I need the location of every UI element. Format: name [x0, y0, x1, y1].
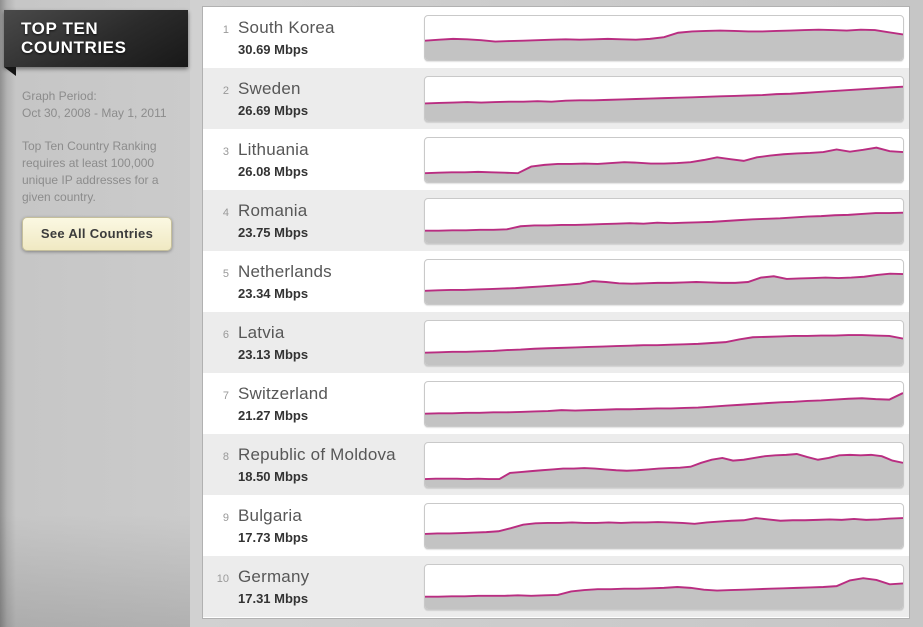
sparkline-chart [424, 441, 904, 488]
rank-number: 1 [222, 24, 229, 36]
country-row[interactable]: 6 Latvia 23.13 Mbps [203, 312, 909, 373]
country-speed: 23.34 Mbps [238, 286, 309, 301]
country-meta: 3 Lithuania 26.08 Mbps [212, 140, 309, 179]
sidebar-header: TOP TEN COUNTRIES [4, 10, 188, 67]
rank-number: 5 [222, 268, 229, 280]
rank-number: 7 [222, 390, 229, 402]
see-all-countries-button[interactable]: See All Countries [22, 217, 172, 251]
sparkline-svg [425, 85, 903, 121]
rank-number: 8 [222, 451, 229, 463]
rank-number: 9 [222, 512, 229, 524]
country-speed: 26.08 Mbps [238, 164, 309, 179]
country-speed: 21.27 Mbps [238, 408, 309, 423]
sparkline-chart [424, 258, 904, 305]
country-row[interactable]: 8 Republic of Moldova 18.50 Mbps [203, 434, 909, 495]
country-list-panel: 1 South Korea 30.69 Mbps 2 Sweden 26.69 … [202, 6, 910, 619]
sparkline-chart [424, 197, 904, 244]
country-name: South Korea [238, 18, 335, 37]
country-row[interactable]: 9 Bulgaria 17.73 Mbps [203, 495, 909, 556]
rank-number: 6 [222, 329, 229, 341]
graph-period: Graph Period: Oct 30, 2008 - May 1, 2011 [22, 88, 174, 122]
graph-period-value: Oct 30, 2008 - May 1, 2011 [22, 106, 167, 120]
country-row[interactable]: 3 Lithuania 26.08 Mbps [203, 129, 909, 190]
country-meta: 4 Romania 23.75 Mbps [212, 201, 308, 240]
country-speed: 26.69 Mbps [238, 103, 309, 118]
country-name: Germany [238, 567, 310, 586]
country-meta: 10 Germany 17.31 Mbps [212, 567, 309, 606]
sparkline-svg [425, 391, 903, 426]
country-row[interactable]: 5 Netherlands 23.34 Mbps [203, 251, 909, 312]
country-meta: 1 South Korea 30.69 Mbps [212, 18, 335, 57]
sparkline-chart [424, 319, 904, 366]
sparkline-svg [425, 211, 903, 243]
sparkline-chart [424, 14, 904, 61]
country-name: Sweden [238, 79, 301, 98]
country-row[interactable]: 4 Romania 23.75 Mbps [203, 190, 909, 251]
country-name: Switzerland [238, 384, 329, 403]
header-ribbon-fold [4, 67, 16, 76]
country-name: Romania [238, 201, 308, 220]
country-meta: 6 Latvia 23.13 Mbps [212, 323, 308, 362]
country-speed: 17.31 Mbps [238, 591, 309, 606]
sparkline-chart [424, 136, 904, 183]
country-speed: 17.73 Mbps [238, 530, 309, 545]
sparkline-chart [424, 563, 904, 610]
sidebar: Graph Period: Oct 30, 2008 - May 1, 2011 … [0, 0, 190, 627]
rank-number: 3 [222, 146, 229, 158]
country-meta: 5 Netherlands 23.34 Mbps [212, 262, 332, 301]
rank-number: 2 [222, 85, 229, 97]
sparkline-svg [425, 333, 903, 365]
country-row[interactable]: 2 Sweden 26.69 Mbps [203, 68, 909, 129]
sparkline-svg [425, 28, 903, 60]
rank-number: 4 [222, 207, 229, 219]
country-speed: 18.50 Mbps [238, 469, 309, 484]
country-meta: 2 Sweden 26.69 Mbps [212, 79, 308, 118]
country-speed: 23.13 Mbps [238, 347, 309, 362]
country-row[interactable]: 7 Switzerland 21.27 Mbps [203, 373, 909, 434]
country-name: Latvia [238, 323, 285, 342]
sparkline-chart [424, 75, 904, 122]
sparkline-chart [424, 380, 904, 427]
sparkline-chart [424, 502, 904, 549]
country-meta: 8 Republic of Moldova 18.50 Mbps [212, 445, 396, 484]
country-meta: 9 Bulgaria 17.73 Mbps [212, 506, 308, 545]
country-speed: 30.69 Mbps [238, 42, 309, 57]
sparkline-svg [425, 452, 903, 487]
ranking-note: Top Ten Country Ranking requires at leas… [22, 139, 159, 204]
country-name: Republic of Moldova [238, 445, 396, 464]
country-meta: 7 Switzerland 21.27 Mbps [212, 384, 328, 423]
country-name: Lithuania [238, 140, 309, 159]
country-speed: 23.75 Mbps [238, 225, 309, 240]
country-list: 1 South Korea 30.69 Mbps 2 Sweden 26.69 … [203, 7, 909, 617]
country-name: Netherlands [238, 262, 332, 281]
country-row[interactable]: 10 Germany 17.31 Mbps [203, 556, 909, 617]
country-row[interactable]: 1 South Korea 30.69 Mbps [203, 7, 909, 68]
rank-number: 10 [216, 573, 229, 585]
country-name: Bulgaria [238, 506, 302, 525]
sparkline-svg [425, 516, 903, 548]
page-title: TOP TEN COUNTRIES [21, 19, 127, 57]
graph-period-label: Graph Period: [22, 89, 97, 103]
sparkline-svg [425, 272, 903, 304]
sparkline-svg [425, 146, 903, 182]
sparkline-svg [425, 576, 903, 609]
